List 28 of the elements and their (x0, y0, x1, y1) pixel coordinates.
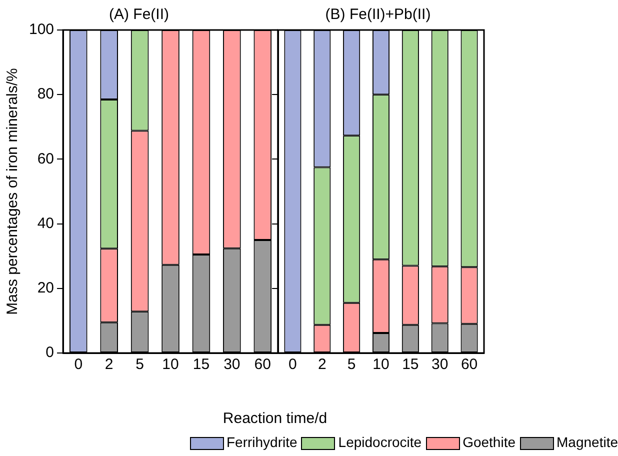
y-tick-label: 20 (37, 280, 54, 297)
y-tick-label: 0 (46, 344, 54, 362)
legend-label: Lepidocrocite (337, 434, 422, 450)
legend-label: Ferrihydrite (226, 434, 298, 450)
x-tick-label: 60 (254, 356, 271, 374)
x-tick-label: 0 (74, 356, 83, 374)
y-tick-label: 40 (37, 214, 54, 232)
x-tick-label: 15 (192, 356, 210, 374)
x-tick-label: 5 (347, 356, 356, 374)
y-axis-title: Mass percentages of iron minerals/% (4, 68, 22, 315)
legend-label: Magnetite (556, 434, 618, 450)
x-tick-label: 0 (288, 356, 297, 374)
x-tick-label: 2 (104, 356, 114, 374)
x-tick-label: 15 (402, 356, 419, 374)
x-axis-title: Reaction time/d (222, 410, 328, 427)
y-tick-label: 100 (28, 21, 54, 38)
chart-title: (B) Fe(II)+Pb(II) (325, 6, 431, 24)
y-tick-label: 80 (37, 86, 54, 103)
x-tick-label: 30 (432, 356, 448, 374)
x-tick-label: 10 (162, 356, 179, 374)
x-tick-label: 30 (224, 356, 240, 374)
x-tick-label: 60 (460, 356, 478, 374)
y-tick-label: 60 (37, 150, 54, 168)
chart-title: (A) Fe(II) (109, 6, 169, 24)
x-tick-label: 5 (136, 356, 144, 374)
x-tick-label: 10 (372, 356, 390, 374)
x-tick-label: 2 (318, 356, 326, 374)
legend-label: Goethite (462, 434, 516, 450)
